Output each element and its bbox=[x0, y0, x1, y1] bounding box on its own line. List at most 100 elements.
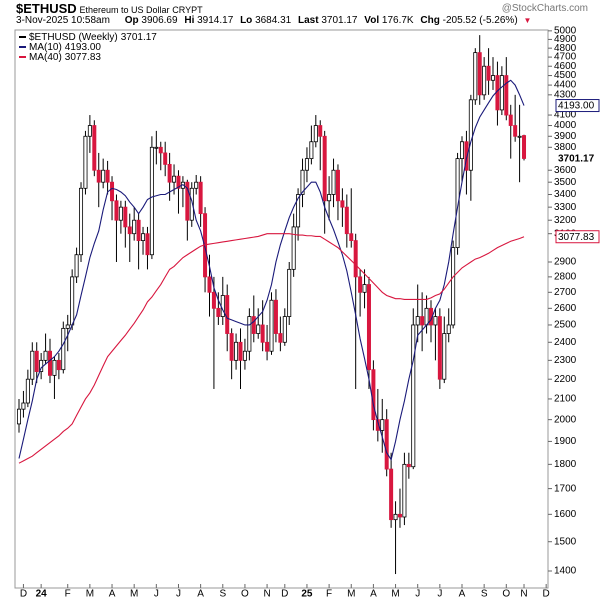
candle-body bbox=[415, 316, 420, 326]
y-tick-label: 3300 bbox=[554, 202, 577, 213]
quote-value: -205.52 (-5.26%) bbox=[442, 15, 518, 26]
candle-body bbox=[442, 333, 447, 380]
candle-body bbox=[127, 226, 132, 235]
candle-body bbox=[265, 341, 270, 352]
x-tick-label: N bbox=[520, 589, 527, 600]
candle-body bbox=[220, 295, 225, 317]
candle-body bbox=[486, 65, 491, 81]
candle-body bbox=[269, 299, 274, 352]
candle-body bbox=[459, 141, 464, 160]
x-tick-label: 25 bbox=[301, 589, 313, 600]
candle-body bbox=[136, 219, 141, 241]
y-tick-label: 3800 bbox=[554, 142, 577, 153]
exchange: CRYPT bbox=[172, 5, 203, 15]
candle-body bbox=[384, 419, 389, 470]
candle-body bbox=[451, 247, 456, 326]
candle-body bbox=[149, 146, 154, 256]
price-box-label: 4193.00 bbox=[558, 101, 595, 112]
candle-body bbox=[296, 194, 301, 228]
candle-body bbox=[48, 350, 53, 376]
quote-label: Hi bbox=[184, 15, 195, 26]
candle-body bbox=[327, 194, 332, 202]
candle-body bbox=[247, 316, 252, 352]
x-tick-label: M bbox=[130, 589, 138, 600]
candle-body bbox=[464, 141, 469, 171]
date: 3-Nov-2025 10:58am bbox=[16, 15, 110, 26]
symbol: $ETHUSD bbox=[16, 1, 77, 16]
y-tick-label: 3500 bbox=[554, 177, 577, 188]
x-tick-label: F bbox=[65, 589, 71, 600]
candle-body bbox=[287, 268, 292, 317]
candle-body bbox=[393, 513, 398, 521]
y-tick-label: 2700 bbox=[554, 287, 577, 298]
price-box bbox=[555, 99, 600, 113]
price-box-label: 3077.83 bbox=[558, 232, 595, 243]
candle-body bbox=[123, 206, 128, 228]
x-tick-label: M bbox=[347, 589, 355, 600]
candle-body bbox=[229, 333, 234, 361]
x-tick-label: J bbox=[176, 589, 181, 600]
candle-body bbox=[118, 206, 123, 221]
candle-body bbox=[491, 75, 496, 81]
candle-body bbox=[482, 65, 487, 96]
candle-body bbox=[371, 369, 376, 421]
candle-body bbox=[154, 146, 159, 149]
y-tick-label: 4100 bbox=[554, 110, 577, 121]
y-tick-label: 4600 bbox=[554, 61, 577, 72]
candle-body bbox=[473, 52, 478, 101]
candle-body bbox=[433, 316, 438, 326]
y-tick-label: 3900 bbox=[554, 131, 577, 142]
candle-body bbox=[234, 341, 239, 361]
candle-body bbox=[411, 324, 416, 468]
description: Ethereum to US Dollar bbox=[79, 5, 170, 15]
candle-body bbox=[420, 316, 425, 326]
quote-label: Vol bbox=[364, 15, 380, 26]
y-tick-label: 3400 bbox=[554, 189, 577, 200]
legend-label: MA(10) 4193.00 bbox=[29, 42, 101, 53]
y-tick-label: 4800 bbox=[554, 43, 577, 54]
legend-value: 3077.83 bbox=[65, 52, 102, 63]
candle-body bbox=[380, 419, 385, 431]
y-tick-label: 1500 bbox=[554, 536, 577, 547]
candle-body bbox=[278, 333, 283, 343]
quote-value: 176.7K bbox=[381, 15, 414, 26]
candle-body bbox=[446, 324, 451, 334]
x-tick-label: M bbox=[86, 589, 94, 600]
candle-body bbox=[300, 169, 305, 195]
plot-frame bbox=[14, 29, 549, 589]
price-box-label: 3701.17 bbox=[558, 154, 595, 165]
candle-body bbox=[21, 402, 26, 410]
candle-body bbox=[176, 175, 181, 189]
x-tick-label: N bbox=[263, 589, 270, 600]
candle-body bbox=[397, 513, 402, 518]
y-tick-label: 2800 bbox=[554, 272, 577, 283]
candle-body bbox=[92, 125, 97, 171]
legend-name: $ETHUSD (Weekly) bbox=[29, 32, 118, 43]
y-tick-label: 4400 bbox=[554, 80, 577, 91]
candle-body bbox=[167, 163, 172, 183]
candle-body bbox=[52, 359, 57, 376]
x-tick-label: S bbox=[481, 589, 488, 600]
candle-body bbox=[158, 146, 163, 154]
candle-body bbox=[424, 307, 429, 326]
x-tick-label: M bbox=[391, 589, 399, 600]
candle-body bbox=[65, 324, 70, 329]
candle-body bbox=[335, 169, 340, 202]
x-tick-label: D bbox=[281, 589, 288, 600]
y-tick-label: 2000 bbox=[554, 414, 577, 425]
y-tick-label: 1600 bbox=[554, 509, 577, 520]
quote-label: Lo bbox=[240, 15, 253, 26]
candle-body bbox=[358, 276, 363, 293]
x-tick-label: A bbox=[197, 589, 204, 600]
down-arrow: ▼ bbox=[523, 16, 532, 25]
quote-value: 3701.17 bbox=[321, 15, 358, 26]
candle-body bbox=[402, 463, 407, 518]
candle-body bbox=[522, 135, 527, 159]
candle-body bbox=[318, 125, 323, 137]
candle-body bbox=[344, 206, 349, 235]
candle-body bbox=[79, 187, 84, 256]
candle-body bbox=[211, 291, 216, 309]
candle-body bbox=[141, 233, 146, 241]
